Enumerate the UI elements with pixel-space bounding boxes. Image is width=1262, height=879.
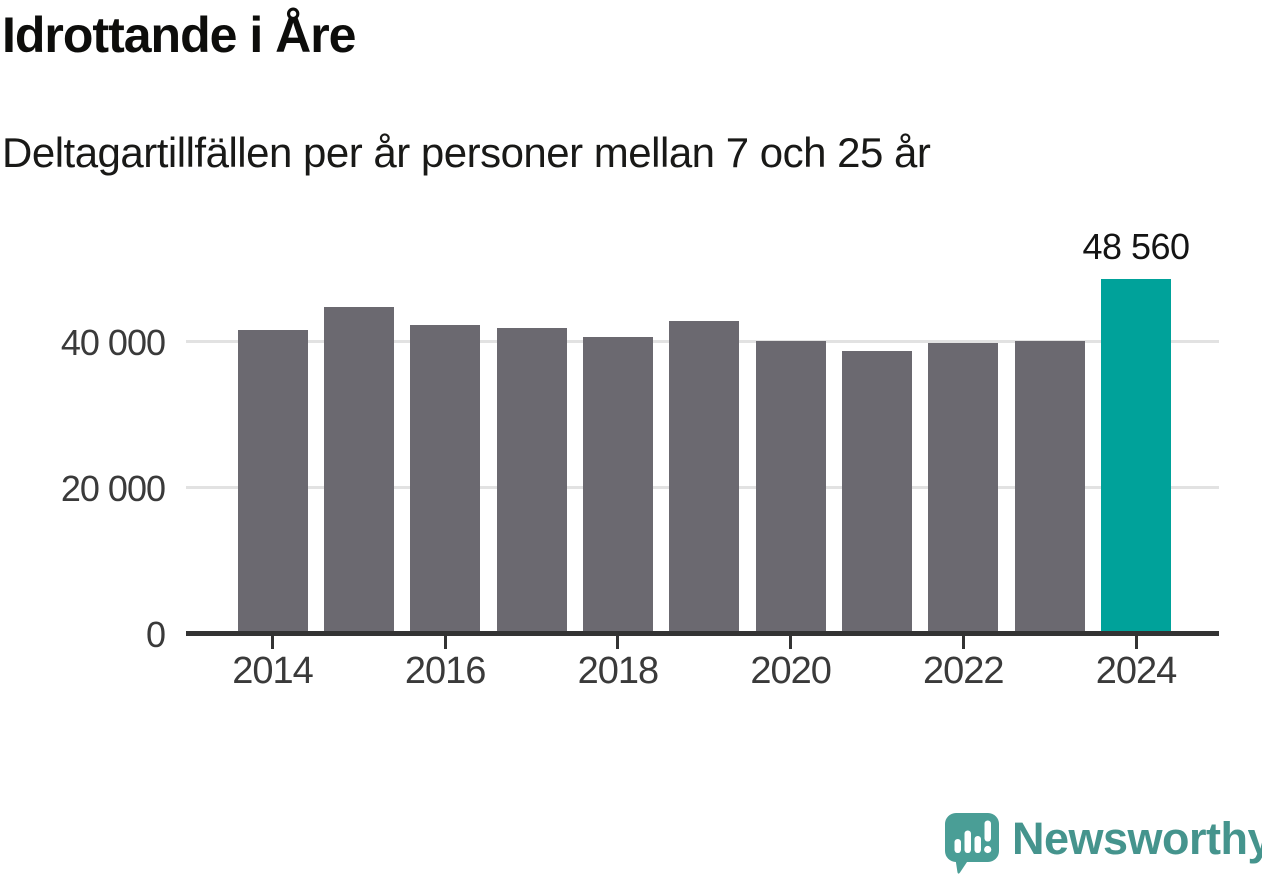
x-axis-label-2014: 2014 (232, 650, 314, 692)
chart-subtitle: Deltagartillfällen per år personer mella… (2, 129, 931, 176)
y-axis-label-0: 0 (145, 614, 166, 655)
x-axis-tick-2018 (616, 635, 620, 649)
x-axis-label-2018: 2018 (577, 650, 660, 692)
y-axis-label-40000: 40 000 (60, 322, 166, 363)
bar-2015 (323, 307, 394, 633)
x-axis-tick-2022 (961, 635, 965, 649)
chart-title: Idrottande i Åre (2, 7, 356, 63)
bar-2018 (582, 336, 653, 633)
y-axis-label-20000: 20 000 (60, 468, 166, 509)
newsworthy-brand: Newsworthy (944, 812, 1262, 876)
x-axis-tick-2016 (443, 635, 447, 649)
bar-2014 (237, 330, 308, 633)
bar-2023 (1014, 341, 1085, 633)
x-axis-label-2022: 2022 (923, 650, 1005, 692)
bar-2016 (410, 324, 481, 633)
x-axis-label-2020: 2020 (750, 650, 832, 692)
bar-2021 (841, 351, 912, 633)
bar-value-label: 48 560 (1082, 225, 1190, 267)
bar-2019 (669, 321, 740, 633)
bar-2022 (928, 343, 999, 633)
newsworthy-wordmark: Newsworthy (1012, 813, 1262, 864)
bar-2017 (496, 327, 567, 633)
x-axis-label-2016: 2016 (404, 650, 487, 692)
newsworthy-logo-icon (945, 813, 999, 874)
x-axis-tick-2024 (1134, 635, 1138, 649)
x-axis-tick-2014 (271, 635, 274, 649)
x-axis-label-2024: 2024 (1095, 650, 1178, 692)
bar-2024 (1101, 278, 1171, 633)
bar-2020 (755, 341, 826, 633)
x-axis-line (186, 631, 1219, 636)
x-axis-tick-2020 (789, 635, 793, 649)
